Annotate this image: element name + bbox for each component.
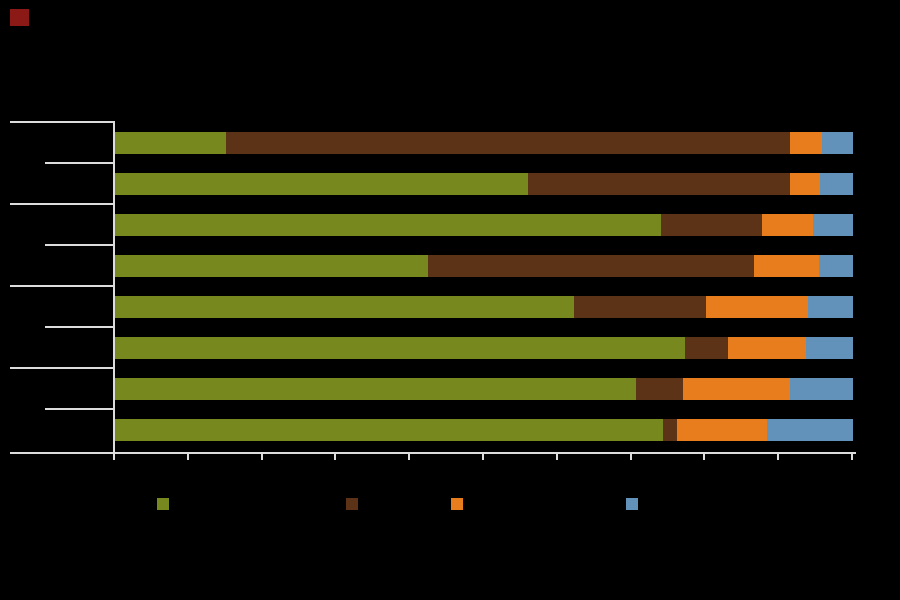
bar-segment-series-4 xyxy=(813,214,853,236)
bar-segment-series-1 xyxy=(115,419,663,441)
bar-segment-series-1 xyxy=(115,255,428,277)
bar-segment-series-2 xyxy=(636,378,683,400)
bar-segment-series-2 xyxy=(685,337,728,359)
bar-segment-series-1 xyxy=(115,132,226,154)
bar-segment-series-4 xyxy=(819,255,853,277)
category-group-tick xyxy=(10,367,115,369)
bar-segment-series-3 xyxy=(676,419,768,441)
x-axis-tick xyxy=(113,452,115,460)
bar-row xyxy=(115,378,853,400)
x-axis-tick xyxy=(777,452,779,460)
bar-row xyxy=(115,214,853,236)
bar-segment-series-1 xyxy=(115,173,529,195)
category-group-tick xyxy=(10,203,115,205)
legend-swatch-3 xyxy=(451,498,463,510)
bar-segment-series-4 xyxy=(807,296,853,318)
bar-segment-series-2 xyxy=(662,419,677,441)
x-axis-tick xyxy=(851,452,853,460)
bar-segment-series-2 xyxy=(427,255,755,277)
bar-segment-series-4 xyxy=(821,132,853,154)
x-axis-tick xyxy=(630,452,632,460)
x-axis-tick xyxy=(261,452,263,460)
bar-segment-series-1 xyxy=(115,296,575,318)
bar-segment-series-2 xyxy=(661,214,763,236)
bar-row xyxy=(115,255,853,277)
bar-segment-series-4 xyxy=(767,419,853,441)
bar-segment-series-2 xyxy=(574,296,707,318)
bar-row xyxy=(115,337,853,359)
bar-segment-series-1 xyxy=(115,378,637,400)
category-sub-tick xyxy=(45,408,115,410)
category-sub-tick xyxy=(45,162,115,164)
bar-segment-series-1 xyxy=(115,337,686,359)
bar-segment-series-1 xyxy=(115,214,662,236)
category-sub-tick xyxy=(45,244,115,246)
bar-segment-series-3 xyxy=(706,296,808,318)
x-axis-line xyxy=(10,452,856,454)
bar-segment-series-3 xyxy=(754,255,820,277)
bar-row xyxy=(115,132,853,154)
category-group-tick xyxy=(10,121,115,123)
bar-segment-series-3 xyxy=(790,173,820,195)
bar-row xyxy=(115,419,853,441)
bar-segment-series-2 xyxy=(528,173,791,195)
x-axis-tick xyxy=(187,452,189,460)
bar-segment-series-3 xyxy=(727,337,807,359)
bar-row xyxy=(115,296,853,318)
bar-segment-series-2 xyxy=(225,132,791,154)
legend-swatch-4 xyxy=(626,498,638,510)
bar-segment-series-4 xyxy=(819,173,853,195)
bar-row xyxy=(115,173,853,195)
legend-swatch-1 xyxy=(157,498,169,510)
x-axis-tick xyxy=(556,452,558,460)
bar-segment-series-3 xyxy=(790,132,822,154)
bar-segment-series-4 xyxy=(789,378,853,400)
category-sub-tick xyxy=(45,326,115,328)
x-axis-tick xyxy=(703,452,705,460)
category-group-tick xyxy=(10,285,115,287)
brand-mark xyxy=(10,9,29,26)
bar-segment-series-3 xyxy=(682,378,790,400)
bar-segment-series-3 xyxy=(762,214,814,236)
x-axis-tick xyxy=(482,452,484,460)
bar-segment-series-4 xyxy=(806,337,853,359)
legend-swatch-2 xyxy=(346,498,358,510)
x-axis-tick xyxy=(334,452,336,460)
x-axis-tick xyxy=(408,452,410,460)
